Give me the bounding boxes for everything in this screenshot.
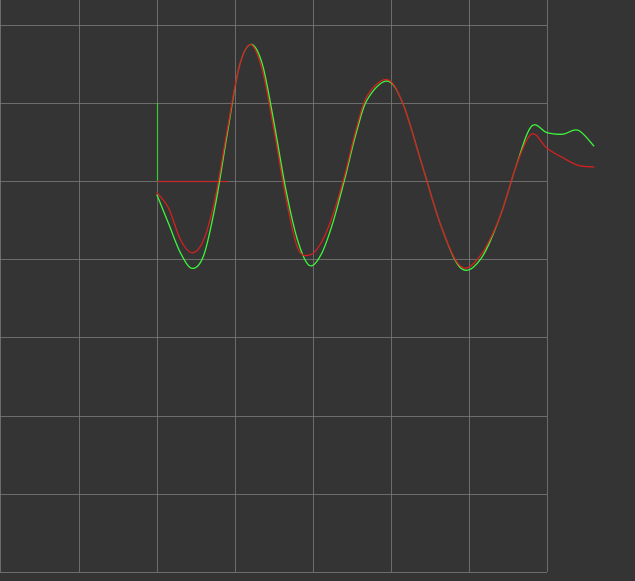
series-line-curve_b [156, 43, 595, 269]
grid-lines [0, 0, 548, 573]
series-layer [156, 43, 595, 271]
axes [156, 103, 228, 183]
